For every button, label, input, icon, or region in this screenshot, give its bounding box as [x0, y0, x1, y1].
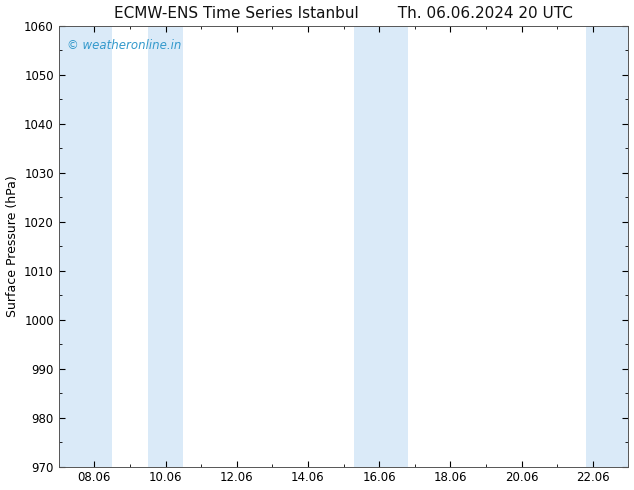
Bar [586, 26, 628, 466]
Bar [148, 26, 183, 466]
Bar [59, 26, 112, 466]
Bar [354, 26, 408, 466]
Y-axis label: Surface Pressure (hPa): Surface Pressure (hPa) [6, 175, 18, 317]
Text: © weatheronline.in: © weatheronline.in [67, 39, 182, 52]
Title: ECMW-ENS Time Series Istanbul        Th. 06.06.2024 20 UTC: ECMW-ENS Time Series Istanbul Th. 06.06.… [114, 5, 573, 21]
